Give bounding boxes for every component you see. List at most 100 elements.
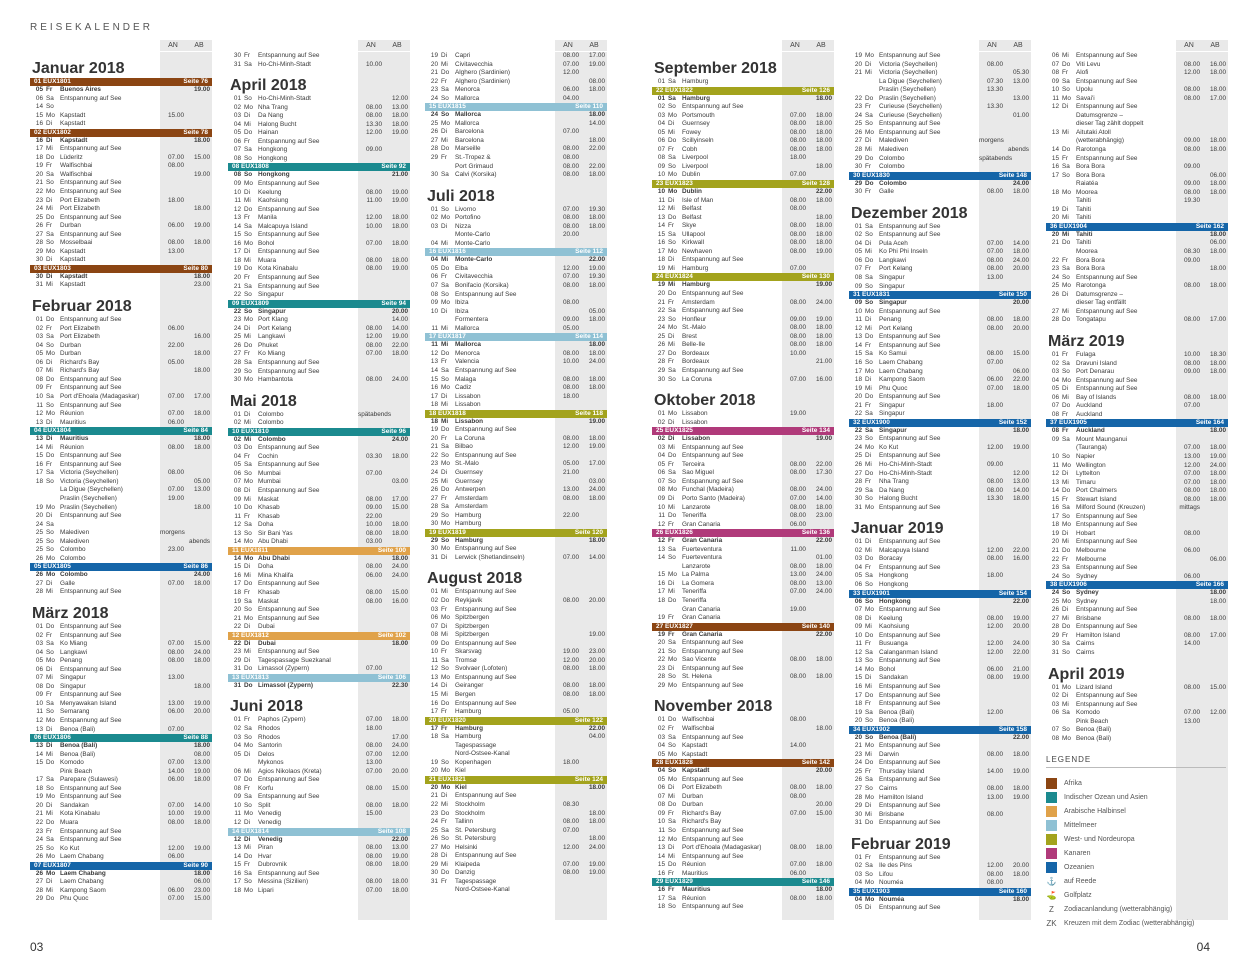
day-number: 26 xyxy=(854,128,862,136)
arrival-time: 06.00 xyxy=(563,86,579,94)
weekday: Di xyxy=(441,622,448,630)
itinerary-row: 01 Mi Entspannung auf See xyxy=(425,588,607,597)
cruise-code: 01 EUX1801 xyxy=(34,78,71,85)
weekday: Di xyxy=(865,538,872,546)
weekday: Do xyxy=(865,333,874,341)
arrival-time xyxy=(979,896,1005,905)
weekday: Fr xyxy=(668,886,675,894)
weekday: Do xyxy=(1062,60,1071,68)
departure-time xyxy=(186,162,212,171)
day-number: 02 xyxy=(1051,359,1059,367)
departure-time: 24.00 xyxy=(392,563,408,571)
port-name: Reykjavik xyxy=(455,596,483,604)
port-name: Ko Samui xyxy=(879,350,907,358)
day-number: 27 xyxy=(1051,307,1059,315)
itinerary-row: 18 Di Entspannung auf See xyxy=(652,256,834,265)
itinerary-row: 08 Fr Alofi 12.00 18.00 xyxy=(1046,69,1228,78)
weekday: Di xyxy=(441,468,448,476)
cruise-bar: 38 EUX1906 Seite 166 xyxy=(1046,581,1228,590)
legend-items: Afrika Indischer Ozean und Asien Arabische… xyxy=(1046,776,1226,930)
day-number: 10 xyxy=(854,307,862,315)
weekday: So xyxy=(668,315,676,323)
itinerary-row: 05 Sa Hongkong 18.00 xyxy=(849,572,1031,581)
day-number: 06 xyxy=(35,358,43,366)
departure-time: 15.00 xyxy=(1013,350,1029,358)
cruise-page: Seite 128 xyxy=(801,180,830,188)
arrival-time xyxy=(160,571,186,580)
departure-time: 13.00 xyxy=(392,844,408,852)
port-name: Civitavecchia xyxy=(455,60,493,68)
weekday: So xyxy=(865,435,873,443)
departure-time: 18.00 xyxy=(816,230,832,238)
itinerary-row: 13 Do Entspannung auf See xyxy=(849,333,1031,342)
port-name: Komodo xyxy=(1076,709,1100,717)
day-number: 12 xyxy=(233,521,241,529)
weekday: Do xyxy=(865,555,874,563)
itinerary-row: 29 So Entspannung auf See xyxy=(228,368,410,377)
departure-time xyxy=(186,512,212,521)
month-heading: Juni 2018 xyxy=(230,698,303,716)
arrival-time xyxy=(160,273,186,282)
arrival-time: 12.00 xyxy=(987,708,1003,716)
weekday: Sa xyxy=(865,486,873,494)
departure-time: 18.00 xyxy=(194,410,210,418)
weekday: Mi xyxy=(668,264,675,272)
arrival-time xyxy=(782,682,808,691)
departure-time: 21.00 xyxy=(1013,665,1029,673)
port-name: Colombo xyxy=(258,410,284,418)
itinerary-row: 06 So Hongkong 22.00 xyxy=(849,598,1031,607)
port-name: Rarotonga xyxy=(1076,282,1106,290)
itinerary-row: 04 Fr Cochin 03.30 18.00 xyxy=(228,453,410,462)
departure-time: 18.00 xyxy=(816,145,832,153)
cruise-code: 25 EUX1825 xyxy=(656,427,693,435)
itinerary-row: dieser Tag entfällt xyxy=(1046,299,1228,308)
departure-time xyxy=(1005,504,1031,513)
departure-time: 18.00 xyxy=(589,316,605,324)
arrival-time xyxy=(979,52,1005,61)
itinerary-row: 24 Mo Ko Kut 12.00 19.00 xyxy=(849,444,1031,453)
arrival-time: 14.00 xyxy=(1184,640,1200,648)
departure-time: 18.00 xyxy=(816,324,832,332)
day-number: 04 xyxy=(35,341,43,349)
itinerary-row: 22 So Singapur xyxy=(228,291,410,300)
day-number: 01 xyxy=(657,78,665,85)
arrival-time xyxy=(358,734,384,743)
itinerary-row: 13 Mi Aitutaki Atoll xyxy=(1046,129,1228,138)
port-name: Entspannung auf See xyxy=(60,179,122,187)
port-name: Langkawi xyxy=(60,648,88,656)
cruise-code: 13 EUX1813 xyxy=(232,673,269,681)
departure-time: 19.00 xyxy=(392,852,408,860)
day-number: 05 xyxy=(854,572,862,580)
arrival-time xyxy=(979,393,1005,402)
departure-time xyxy=(581,878,607,887)
port-name: Gran Canaria xyxy=(682,520,721,528)
day-number: 18 xyxy=(1051,521,1059,529)
weekday: Mi xyxy=(441,239,448,247)
departure-time: 22.00 xyxy=(1013,733,1029,741)
weekday: Mo xyxy=(244,239,253,247)
itinerary-row: 12 Di Lyttelton 07.00 18.00 xyxy=(1046,470,1228,479)
month-heading: November 2018 xyxy=(654,698,773,716)
departure-time xyxy=(1005,606,1031,615)
arrival-time xyxy=(782,614,808,623)
itinerary-row: 19 Fr Gran Canaria 22.00 xyxy=(652,631,834,640)
weekday: Di xyxy=(1062,103,1069,111)
cruise-code: 29 EUX1829 xyxy=(656,878,693,886)
weekday: Sa xyxy=(865,274,873,282)
itinerary-row: 20 So Benoa (Bali) xyxy=(849,717,1031,726)
itinerary-row: 08 Do Singapur 18.00 xyxy=(30,683,212,692)
weekday: So xyxy=(865,717,873,725)
day-number: 21 xyxy=(854,742,862,750)
port-name: Ko Phi Phi Inseln xyxy=(879,248,928,256)
cruise-page: Seite 134 xyxy=(801,427,830,435)
day-number: 27 xyxy=(854,785,862,793)
arrival-time xyxy=(1176,172,1202,181)
day-number: 02 xyxy=(430,214,438,222)
weekday: Sa xyxy=(46,776,54,784)
itinerary-row: 08 Sa Singapur 13.00 xyxy=(849,274,1031,283)
departure-time xyxy=(384,606,410,615)
day-number: 19 xyxy=(35,503,43,511)
departure-time xyxy=(186,853,212,862)
port-name: Lissabon xyxy=(455,401,481,409)
day-number: 25 xyxy=(35,537,43,545)
